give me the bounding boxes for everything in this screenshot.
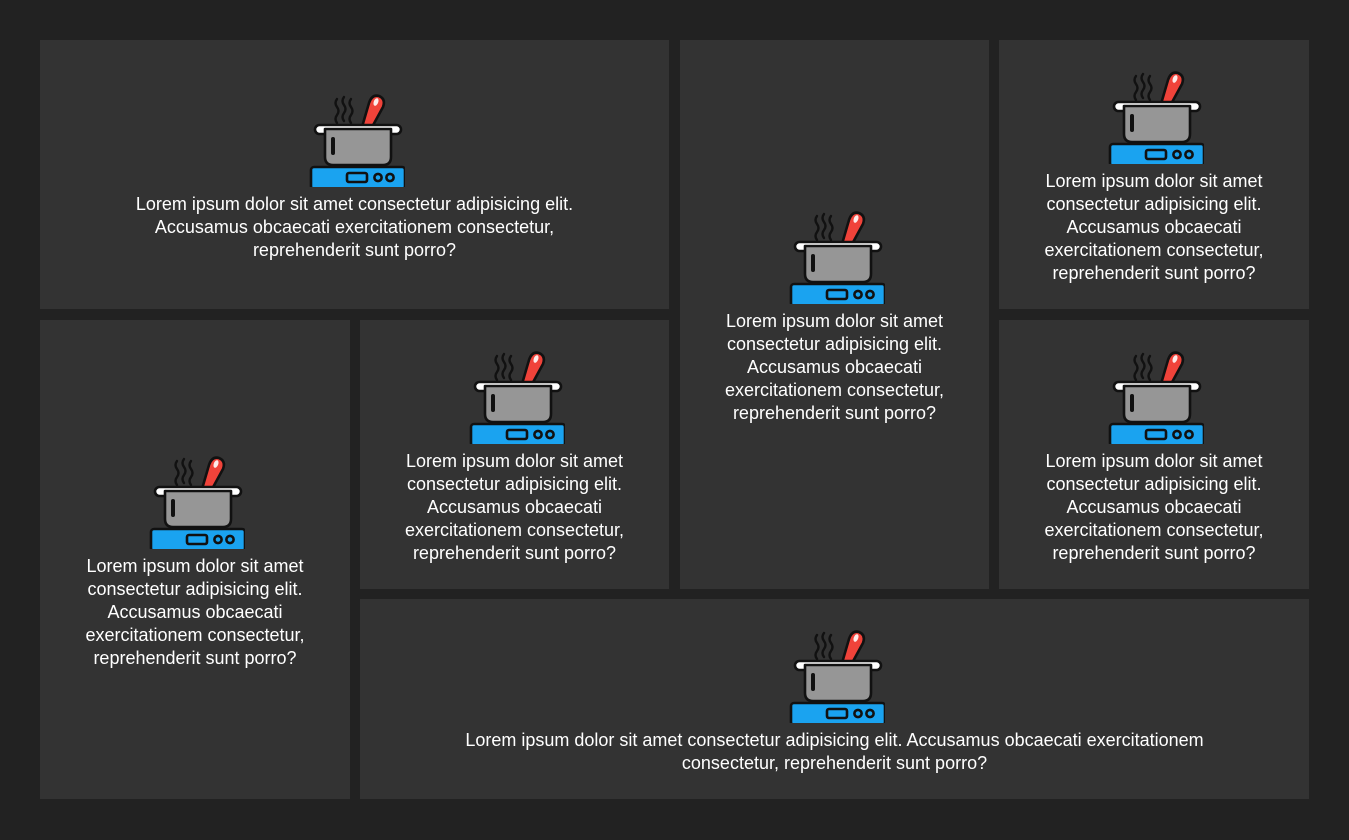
card-5: Lorem ipsum dolor sit amet consectetur a…	[360, 320, 669, 589]
cooking-pot-icon	[1104, 64, 1204, 164]
card-text: Lorem ipsum dolor sit amet consectetur a…	[1044, 451, 1264, 563]
card-3: Lorem ipsum dolor sit amet consectetur a…	[999, 40, 1309, 309]
card-text: Lorem ipsum dolor sit amet consectetur a…	[135, 194, 574, 260]
cooking-pot-icon	[1104, 344, 1204, 444]
card-text: Lorem ipsum dolor sit amet consectetur a…	[724, 311, 945, 423]
card-4: Lorem ipsum dolor sit amet consectetur a…	[40, 320, 350, 799]
card-text: Lorem ipsum dolor sit amet consectetur a…	[404, 451, 625, 563]
card-text: Lorem ipsum dolor sit amet consectetur a…	[1044, 171, 1264, 283]
cooking-pot-icon	[465, 344, 565, 444]
card-2: Lorem ipsum dolor sit amet consectetur a…	[680, 40, 989, 589]
card-1: Lorem ipsum dolor sit amet consectetur a…	[40, 40, 669, 309]
card-7: Lorem ipsum dolor sit amet consectetur a…	[360, 599, 1309, 799]
cooking-pot-icon	[785, 204, 885, 304]
card-text: Lorem ipsum dolor sit amet consectetur a…	[465, 730, 1204, 773]
cooking-pot-icon	[785, 623, 885, 723]
cooking-pot-icon	[145, 449, 245, 549]
cooking-pot-icon	[305, 87, 405, 187]
card-text: Lorem ipsum dolor sit amet consectetur a…	[85, 556, 305, 668]
card-6: Lorem ipsum dolor sit amet consectetur a…	[999, 320, 1309, 589]
